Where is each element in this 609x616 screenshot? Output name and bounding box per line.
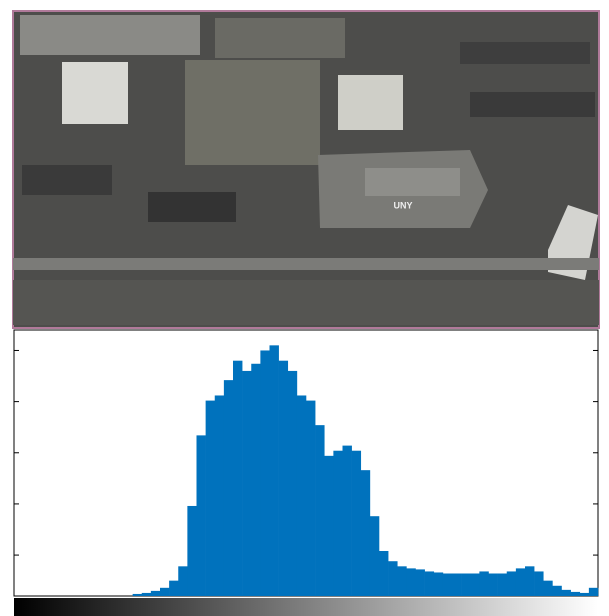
bar	[497, 573, 508, 596]
bar	[269, 345, 279, 596]
bar	[242, 370, 252, 596]
bar	[433, 572, 444, 596]
bar	[379, 550, 389, 596]
bar	[406, 568, 416, 596]
bar	[160, 587, 170, 596]
bar	[214, 395, 225, 596]
bar	[287, 370, 298, 596]
bar	[525, 566, 535, 596]
bar	[388, 561, 398, 596]
bar	[169, 580, 179, 596]
bar	[543, 580, 553, 596]
bar	[397, 566, 407, 596]
bar	[205, 400, 216, 596]
bar	[442, 573, 453, 596]
histogram	[132, 345, 599, 596]
building-text: UNY	[393, 200, 412, 210]
bar	[561, 589, 571, 596]
bar	[552, 585, 562, 596]
bar	[233, 360, 243, 596]
bar	[452, 573, 462, 596]
bar	[196, 435, 206, 596]
bar	[141, 592, 152, 596]
bar	[534, 571, 544, 596]
bar	[360, 470, 371, 596]
bar	[424, 571, 435, 596]
bar	[187, 505, 197, 596]
bar	[479, 571, 489, 596]
bar	[315, 425, 325, 596]
bar	[470, 573, 480, 596]
bar	[150, 590, 161, 596]
gray-scale-bar	[14, 598, 598, 616]
bar	[178, 566, 188, 596]
bar	[570, 591, 581, 596]
bar	[342, 445, 352, 596]
bar	[223, 380, 234, 596]
bar	[306, 400, 316, 596]
bar	[351, 450, 362, 596]
bar	[579, 592, 590, 596]
bar	[506, 571, 517, 596]
bar	[278, 360, 289, 596]
bar	[461, 573, 471, 596]
bar	[296, 395, 307, 596]
aerial-photo: UNY	[12, 10, 600, 329]
bar	[488, 573, 498, 596]
bar	[132, 593, 143, 596]
bar	[369, 516, 380, 596]
bar	[415, 569, 425, 596]
bar	[324, 455, 334, 596]
bar	[260, 350, 270, 596]
bar	[333, 450, 343, 596]
bar	[515, 568, 526, 596]
bar	[251, 363, 261, 596]
bar	[588, 587, 599, 596]
